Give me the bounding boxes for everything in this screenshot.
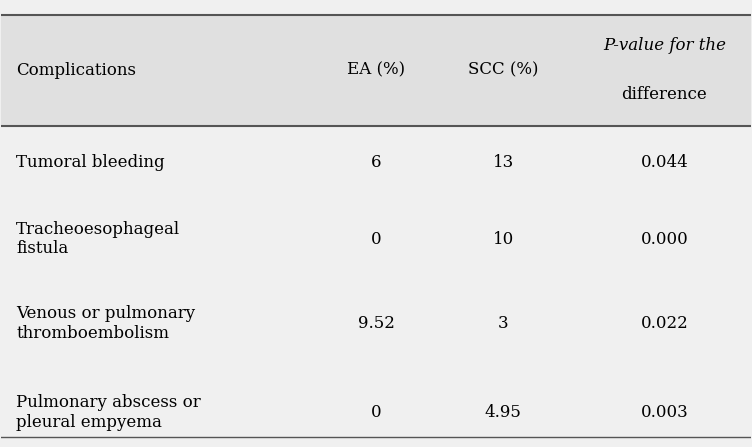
Text: 6: 6	[371, 154, 381, 171]
Text: Venous or pulmonary
thromboembolism: Venous or pulmonary thromboembolism	[17, 305, 196, 342]
Text: 0.000: 0.000	[641, 231, 688, 248]
Text: Tracheoesophageal
fistula: Tracheoesophageal fistula	[17, 221, 180, 257]
Text: 13: 13	[493, 154, 514, 171]
Text: 3: 3	[498, 315, 508, 332]
Text: 10: 10	[493, 231, 514, 248]
Text: 0.003: 0.003	[641, 404, 688, 421]
Text: P-value for the: P-value for the	[603, 37, 726, 55]
Text: 0: 0	[371, 404, 381, 421]
Text: 4.95: 4.95	[485, 404, 522, 421]
Text: 0.022: 0.022	[641, 315, 688, 332]
Text: Tumoral bleeding: Tumoral bleeding	[17, 154, 165, 171]
Text: Complications: Complications	[17, 62, 136, 79]
Text: SCC (%): SCC (%)	[468, 62, 538, 79]
Bar	[2, 15, 750, 126]
Text: 9.52: 9.52	[357, 315, 395, 332]
Text: EA (%): EA (%)	[347, 62, 405, 79]
Text: Pulmonary abscess or
pleural empyema: Pulmonary abscess or pleural empyema	[17, 394, 201, 430]
Text: 0.044: 0.044	[641, 154, 688, 171]
Text: 0: 0	[371, 231, 381, 248]
Text: difference: difference	[622, 86, 708, 103]
